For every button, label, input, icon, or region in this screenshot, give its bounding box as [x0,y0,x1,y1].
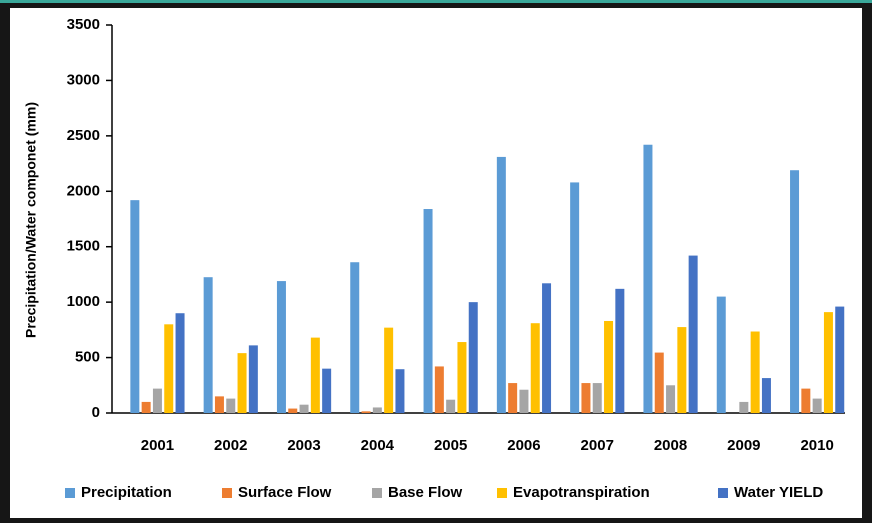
bar [508,383,518,413]
x-tick-label: 2005 [434,437,467,454]
legend-label: Surface Flow [238,484,332,501]
y-tick-label: 2500 [67,127,100,144]
legend-label: Precipitation [81,484,172,501]
bar [654,352,664,413]
bar [688,255,698,413]
legend-swatch [372,488,382,498]
bar [604,320,614,413]
bar [310,337,320,413]
x-tick-label: 2007 [581,437,614,454]
bar [226,398,236,413]
bar [423,209,433,413]
frame-top [0,0,872,3]
bar [214,396,224,413]
bar [716,296,726,413]
bar [276,281,286,413]
x-tick-label: 2004 [361,437,395,454]
x-tick-label: 2009 [727,437,760,454]
legend-swatch [497,488,507,498]
bar [530,323,540,413]
chart-background [10,8,862,518]
bar [130,200,140,413]
bar [384,327,394,413]
bar [203,277,213,413]
bar [299,404,309,413]
bar [468,302,478,413]
bar [164,324,174,413]
bar [175,313,185,413]
bar [615,288,625,413]
bar [446,399,456,413]
bar [496,156,506,414]
bar [570,182,580,413]
bar [592,383,602,413]
bar [519,389,529,413]
bar [288,408,298,413]
y-axis-label: Precipitation/Water componet (mm) [23,102,39,338]
x-tick-label: 2008 [654,437,687,454]
bar [361,411,371,413]
x-tick-label: 2002 [214,437,247,454]
y-tick-label: 1500 [67,238,100,255]
bar [801,388,811,413]
x-tick-label: 2010 [800,437,833,454]
bar [457,342,467,413]
bar [812,398,822,413]
x-tick-label: 2001 [141,437,174,454]
legend-swatch [718,488,728,498]
bar [677,327,687,413]
y-tick-label: 500 [75,349,100,366]
x-tick-label: 2006 [507,437,540,454]
bar [581,383,591,413]
bar [739,401,749,413]
y-tick-label: 3000 [67,71,100,88]
bar [823,312,833,413]
bar [248,345,258,413]
bar [750,331,760,413]
bar [761,378,771,413]
legend-swatch [65,488,75,498]
y-tick-label: 1000 [67,293,100,310]
bar [237,353,247,413]
legend-swatch [222,488,232,498]
legend-label: Base Flow [388,484,463,501]
bar [790,170,800,413]
legend-label: Evapotranspiration [513,484,650,501]
bar [835,306,845,413]
bar [350,262,360,413]
y-tick-label: 0 [92,404,100,421]
bar [322,368,332,413]
bar [152,388,162,413]
legend-label: Water YIELD [734,484,823,501]
bar [542,283,552,413]
y-tick-label: 3500 [67,16,100,33]
bar [395,369,405,413]
bar [666,385,676,413]
x-tick-label: 2003 [287,437,320,454]
bar [643,144,653,413]
bar [434,366,444,413]
bar [141,401,151,413]
y-tick-label: 2000 [67,182,100,199]
bar [372,407,382,413]
